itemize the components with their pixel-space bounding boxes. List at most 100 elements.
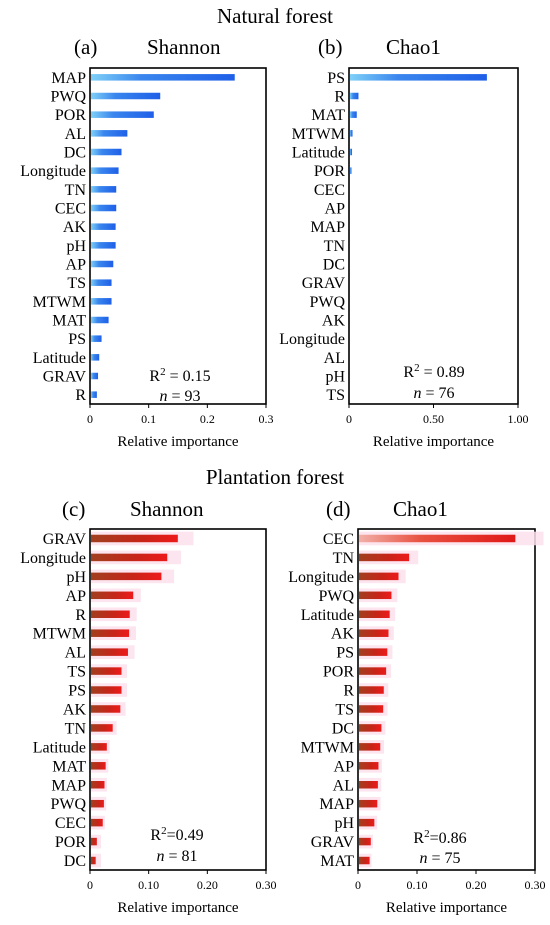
x-axis-label: Relative importance [117, 900, 239, 916]
bar [350, 74, 487, 81]
section-title-plantation-forest: Plantation forest [205, 465, 345, 489]
bar [91, 553, 168, 562]
category-label: MAT [52, 758, 86, 775]
category-label: TN [65, 720, 87, 737]
bar [359, 743, 381, 751]
category-label: AK [63, 219, 87, 236]
x-tick-label: 0 [87, 878, 93, 892]
panel-title-d: Chao1 [393, 497, 448, 521]
category-label: AP [325, 201, 346, 218]
x-tick-label: 0.10 [407, 878, 428, 892]
bar [359, 648, 388, 656]
category-label: GRAV [311, 834, 355, 851]
category-label: Longitude [20, 550, 86, 567]
bar [91, 591, 134, 600]
bar [91, 335, 102, 342]
bar [91, 837, 97, 846]
bar [91, 354, 100, 361]
category-label: PWQ [50, 796, 86, 813]
category-label: pH [334, 815, 354, 832]
category-label: MAP [319, 796, 354, 813]
bar [359, 837, 371, 846]
category-label: AP [66, 257, 87, 274]
category-label: AL [65, 645, 86, 662]
category-label: Longitude [20, 163, 86, 180]
category-label: AP [66, 588, 87, 605]
bar [91, 223, 116, 230]
category-label: PS [68, 331, 86, 348]
bar [91, 130, 128, 137]
panel-title-c: Shannon [130, 497, 204, 521]
x-tick-label: 0.30 [525, 878, 546, 892]
category-label: GRAV [43, 369, 87, 386]
category-label: R [75, 387, 86, 404]
plot-frame [89, 528, 267, 871]
category-label: PS [327, 70, 345, 87]
x-tick-label: 0.20 [466, 878, 487, 892]
x-tick-label: 0 [355, 878, 361, 892]
bar [359, 591, 392, 600]
bar [91, 799, 104, 808]
plot-frame [89, 67, 267, 405]
bar [91, 167, 119, 174]
bar [91, 705, 121, 713]
x-tick-label: 0.3 [259, 412, 274, 426]
chart-panel-d: CEC TN Longitude PWQ Latitude AK PS POR RTS DC MTW… [288, 528, 546, 916]
bar [91, 762, 106, 770]
category-label: Latitude [33, 739, 86, 756]
category-label: PWQ [50, 89, 86, 106]
plot-frame [348, 67, 519, 405]
bar [350, 167, 352, 174]
bar [359, 762, 379, 770]
bar [91, 724, 113, 732]
category-label: MAP [51, 70, 86, 87]
bar [359, 572, 399, 581]
category-label: Longitude [288, 569, 354, 586]
bar [359, 667, 387, 675]
panel-letter-a: (a) [74, 35, 98, 59]
category-label: PS [336, 645, 354, 662]
panel-title-a: Shannon [147, 35, 221, 59]
category-label: AL [65, 126, 86, 143]
category-label: POR [323, 664, 354, 681]
x-axis-label: Relative importance [386, 900, 508, 916]
bar [91, 148, 122, 156]
category-label: R [343, 683, 354, 700]
r-squared-annotation: R2 = 0.15 [149, 366, 210, 385]
category-label: PWQ [309, 294, 345, 311]
category-label: MTWM [33, 294, 86, 311]
sample-size-annotation: n = 76 [413, 385, 454, 402]
bar [91, 260, 114, 268]
category-label: AK [322, 313, 346, 330]
bar [350, 148, 353, 156]
x-axis-label: Relative importance [117, 434, 239, 450]
bar [359, 856, 370, 865]
category-label: R [75, 607, 86, 624]
category-label: MTWM [301, 739, 354, 756]
category-label: TS [67, 664, 86, 681]
category-label: pH [66, 238, 86, 255]
category-label: pH [66, 569, 86, 586]
bar [350, 111, 357, 118]
panel-letter-c: (c) [62, 497, 86, 521]
bar [359, 686, 384, 694]
sample-size-annotation: n = 93 [159, 388, 200, 405]
category-label: Latitude [301, 607, 354, 624]
x-tick-label: 0.10 [138, 878, 159, 892]
bar [359, 705, 384, 713]
bar [91, 186, 117, 193]
bar [91, 391, 97, 398]
category-label: GRAV [43, 531, 87, 548]
category-label: TN [324, 238, 346, 255]
category-label: POR [55, 107, 86, 124]
category-label: AP [334, 758, 355, 775]
sample-size-annotation: n = 81 [156, 848, 197, 865]
x-tick-label: 0 [87, 412, 93, 426]
bar [359, 610, 390, 618]
bar [91, 111, 154, 118]
category-label: TS [67, 275, 86, 292]
